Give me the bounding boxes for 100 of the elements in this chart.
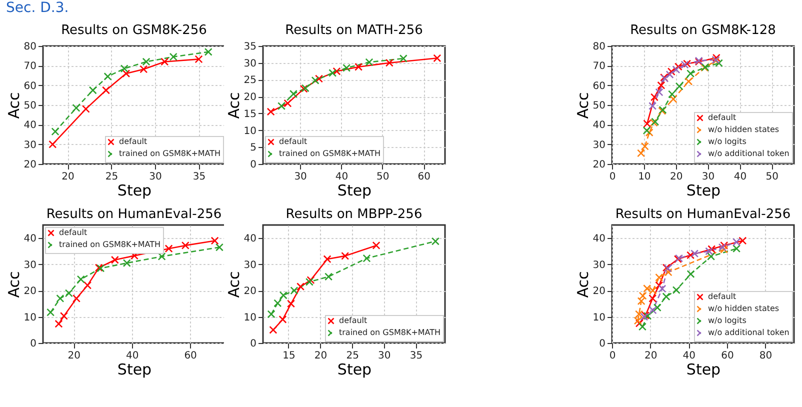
x-axis-title: Step xyxy=(686,182,721,200)
point xyxy=(158,252,166,260)
y-tick-label: 60 xyxy=(592,80,606,92)
point xyxy=(210,236,219,245)
x-tick-label: 20 xyxy=(68,350,80,362)
y-tick-label: 20 xyxy=(24,160,36,170)
point xyxy=(342,64,351,72)
y-tick-label: 20 xyxy=(244,92,256,104)
point xyxy=(142,58,150,66)
y-tick-label: 40 xyxy=(24,120,36,132)
x-tick-label: 80 xyxy=(759,350,772,362)
y-tick-label: 80 xyxy=(24,42,36,52)
y-tick-label: 30 xyxy=(24,260,36,271)
legend-label: default xyxy=(279,137,308,146)
point xyxy=(657,81,666,90)
point xyxy=(274,299,282,308)
legend-label: w/o additional token xyxy=(708,149,790,158)
point xyxy=(653,304,662,312)
point xyxy=(684,77,693,86)
point xyxy=(707,252,716,260)
y-axis-title: Acc xyxy=(574,271,592,298)
x-tick-label: 50 xyxy=(376,172,390,182)
point xyxy=(672,66,680,74)
y-tick-label: 70 xyxy=(592,61,606,72)
point xyxy=(266,108,275,116)
legend-label: trained on GSM8K+MATH xyxy=(339,328,441,337)
point xyxy=(655,273,664,282)
point xyxy=(267,310,276,318)
x-tick-label: 10 xyxy=(638,172,651,182)
point xyxy=(637,297,646,306)
y-tick-label: 15 xyxy=(244,108,256,120)
chart-title: Results on GSM8K-128 xyxy=(630,23,776,38)
point xyxy=(140,65,148,74)
chart-title: Results on MBPP-256 xyxy=(286,207,422,222)
point xyxy=(60,312,68,320)
x-axis-title: Step xyxy=(337,182,372,200)
point xyxy=(635,310,644,318)
y-tick-label: 50 xyxy=(24,100,36,112)
y-tick-label: 30 xyxy=(24,140,36,151)
y-tick-label: 10 xyxy=(592,312,606,324)
point xyxy=(664,268,672,276)
point xyxy=(705,247,714,256)
y-tick-label: 10 xyxy=(244,312,256,324)
point xyxy=(311,76,320,84)
point xyxy=(655,281,664,290)
point xyxy=(51,128,60,136)
x-tick-label: 60 xyxy=(418,172,430,182)
y-axis-title: Acc xyxy=(574,92,592,119)
chart-title: Results on HumanEval-256 xyxy=(46,207,222,222)
point xyxy=(645,128,654,137)
point xyxy=(648,306,657,314)
x-tick-label: 20 xyxy=(62,172,74,182)
point xyxy=(279,291,288,300)
point xyxy=(667,68,676,76)
point xyxy=(82,104,90,113)
point xyxy=(84,281,92,290)
legend-label: trained on GSM8K+MATH xyxy=(279,149,381,158)
point xyxy=(120,64,128,73)
legend-label: trained on GSM8K+MATH xyxy=(119,149,221,158)
chart-title: Results on HumanEval-256 xyxy=(615,207,791,222)
legend-label: w/o additional token xyxy=(708,328,790,337)
y-tick-label: 40 xyxy=(592,234,606,245)
point xyxy=(675,82,684,90)
point xyxy=(683,60,692,68)
legend-label: default xyxy=(708,292,736,301)
y-tick-label: 5 xyxy=(250,142,256,154)
x-tick-label: 20 xyxy=(670,172,683,182)
point xyxy=(638,292,647,300)
y-tick-label: 20 xyxy=(24,286,36,298)
point xyxy=(643,120,652,128)
point xyxy=(56,294,64,302)
y-tick-label: 30 xyxy=(244,58,256,70)
y-tick-label: 30 xyxy=(592,260,606,271)
y-tick-label: 40 xyxy=(592,120,606,132)
point xyxy=(194,55,203,64)
y-tick-label: 25 xyxy=(244,75,256,86)
point xyxy=(64,289,73,298)
y-axis-title: Acc xyxy=(224,92,243,119)
point xyxy=(669,95,678,104)
x-tick-label: 60 xyxy=(184,350,197,362)
point xyxy=(328,68,337,77)
x-tick-label: 25 xyxy=(346,350,359,362)
point xyxy=(102,86,110,94)
x-axis-title: Step xyxy=(117,360,152,378)
point xyxy=(314,74,324,83)
y-tick-label: 30 xyxy=(244,260,256,271)
point xyxy=(638,322,646,331)
point xyxy=(668,90,676,98)
x-tick-label: 35 xyxy=(410,350,423,362)
legend-label: default xyxy=(119,137,148,146)
point xyxy=(164,244,173,253)
y-tick-label: 35 xyxy=(244,42,256,52)
point xyxy=(215,243,224,252)
point xyxy=(269,326,278,334)
point xyxy=(122,259,131,268)
x-tick-label: 15 xyxy=(282,350,296,362)
x-tick-label: 40 xyxy=(682,350,696,362)
point xyxy=(54,320,63,328)
point xyxy=(72,104,80,112)
point xyxy=(732,238,741,246)
